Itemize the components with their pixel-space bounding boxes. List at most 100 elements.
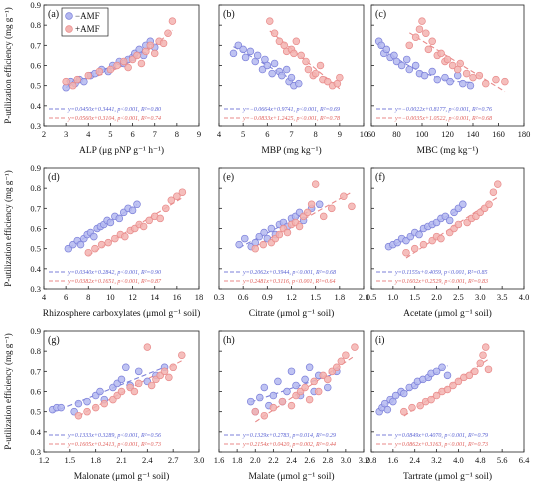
data-point-minus-amf [377,41,385,50]
data-point-plus-amf [456,59,465,68]
x-tick-label: 0.3 [214,292,225,302]
data-point-plus-amf [415,25,424,33]
x-tick-label: 4.0 [453,455,464,465]
data-point-plus-amf [301,383,309,392]
data-point-minus-amf [117,375,126,384]
legend-marker-minus-amf [65,12,73,20]
data-point-plus-amf [84,248,93,257]
data-point-minus-amf [380,399,389,408]
data-point-plus-amf [501,77,509,86]
x-tick-label: 16 [173,292,182,302]
data-point-plus-amf [74,411,83,420]
x-axis-label: Rhizosphere carboxylates (μmol g⁻¹ soil) [43,308,201,319]
data-point-plus-amf [162,204,170,213]
data-point-minus-amf [106,218,115,227]
x-tick-label: 4 [86,129,91,139]
y-tick-label: 0.5 [30,81,41,91]
data-point-plus-amf [147,381,156,390]
data-point-minus-amf [397,61,406,70]
data-point-minus-amf [446,77,454,86]
x-tick-label: 4.0 [519,292,530,302]
data-point-plus-amf [260,411,269,420]
x-tick-label: 4.8 [475,455,486,465]
x-tick-label: 6 [265,129,269,139]
x-tick-label: 2.8 [322,455,333,465]
x-tick-label: 6 [130,129,134,139]
x-tick-label: 6.4 [519,455,530,465]
data-point-plus-amf [178,351,186,359]
x-tick-label: 0.6 [238,292,249,302]
data-point-plus-amf [408,403,416,412]
x-tick-label: 1.5 [409,292,420,302]
data-point-plus-amf [156,214,165,223]
data-point-plus-amf [117,387,126,396]
data-point-minus-amf [383,405,392,414]
x-tick-label: 2.4 [142,455,153,465]
fit-equation: y=0.1155x+0.4059, p<0.001, R²=0.85 [394,269,488,276]
fit-equation: y=0.1602x+0.2529, p<0.001, R²=0.83 [394,279,488,285]
x-tick-label: 6 [64,292,68,302]
data-point-minus-amf [392,57,401,66]
data-point-minus-amf [441,73,449,82]
y-tick-label: 0.8 [30,20,41,30]
fit-equation: y=0.1333x+0.3289, p<0.001, R²=0.56 [67,433,161,439]
data-point-plus-amf [270,29,279,37]
data-point-plus-amf [484,365,493,374]
data-point-plus-amf [454,377,463,386]
data-point-plus-amf [146,41,155,50]
x-tick-label: 1.8 [90,455,101,465]
x-tick-label: 1.6 [214,455,225,465]
data-point-plus-amf [443,385,452,394]
x-axis-label: MBC (mg kg⁻¹) [417,145,479,156]
x-tick-label: 1.6 [388,455,399,465]
data-point-minus-amf [269,391,278,400]
x-tick-label: 9 [197,129,201,139]
data-point-plus-amf [324,375,332,384]
data-point-plus-amf [333,363,341,372]
fit-line-minus-amf [52,366,165,413]
data-point-plus-amf [160,367,169,376]
data-point-plus-amf [307,200,316,209]
data-point-minus-amf [229,49,238,58]
y-tick-label: 0.5 [30,407,41,417]
panel-d: 4 6 8 10 12 14 16 18 0.3 0.4 0.5 0.6 0.7 0.8 0.9 (d) Rhi… [3,163,203,319]
data-point-plus-amf [489,188,498,196]
x-tick-label: 1.8 [232,455,243,465]
data-point-minus-amf [301,375,309,384]
data-point-plus-amf [471,367,479,376]
data-point-plus-amf [137,59,146,68]
x-tick-label: 2 [42,129,46,139]
y-tick-label: 0.7 [30,366,41,376]
fit-equation: y=0.0340x+0.2842, p<0.001, R²=0.90 [67,269,161,276]
data-point-plus-amf [405,41,414,50]
x-tick-label: 2.0 [250,455,261,465]
data-point-plus-amf [449,381,457,390]
data-point-minus-amf [268,69,276,78]
x-axis-label: Malate (μmol g⁻¹ soil) [248,471,334,482]
panel-label: (a) [48,9,59,20]
y-tick-label: 0.4 [30,264,41,274]
y-axis-label: P-utilization efficiency (mg g⁻¹) [3,333,13,450]
data-point-plus-amf [275,230,284,239]
data-point-minus-amf [405,65,414,74]
y-tick-label: 0.8 [30,183,41,193]
panel-label: (h) [223,335,235,346]
data-point-plus-amf [416,401,424,410]
data-point-plus-amf [311,180,320,188]
fit-equation: y=0.2481x+0.3116, p<0.001, R²=0.64 [242,278,336,285]
data-point-plus-amf [340,192,348,200]
data-point-plus-amf [287,401,296,410]
x-tick-label: 4 [42,292,47,302]
x-tick-label: 18 [195,292,204,302]
x-tick-label: 7 [289,129,293,139]
x-tick-label: 120 [441,129,454,139]
data-point-plus-amf [266,17,274,25]
y-axis-label: P-utilization efficiency (mg g⁻¹) [3,7,13,124]
y-axis-label: P-utilization efficiency (mg g⁻¹) [3,170,13,287]
x-tick-label: 14 [150,292,159,302]
data-point-plus-amf [328,204,336,213]
x-tick-label: 2.4 [409,455,420,465]
y-tick-label: 0.3 [30,447,41,457]
data-point-plus-amf [106,65,115,74]
x-tick-label: 160 [492,129,505,139]
